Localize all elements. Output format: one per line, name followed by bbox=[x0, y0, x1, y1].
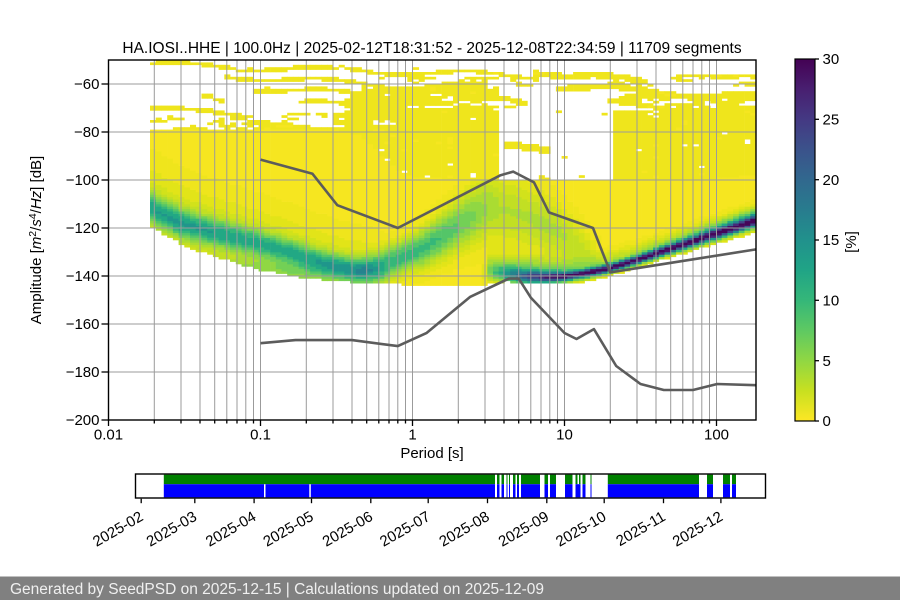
svg-text:1: 1 bbox=[408, 427, 416, 444]
svg-text:−200: −200 bbox=[66, 412, 100, 429]
svg-text:20: 20 bbox=[823, 172, 840, 189]
svg-text:100: 100 bbox=[704, 427, 729, 444]
svg-text:0.01: 0.01 bbox=[94, 427, 123, 444]
svg-text:Period [s]: Period [s] bbox=[400, 445, 463, 462]
svg-text:0: 0 bbox=[823, 413, 831, 430]
svg-text:−180: −180 bbox=[66, 364, 100, 381]
svg-text:−120: −120 bbox=[66, 220, 100, 237]
svg-text:15: 15 bbox=[823, 232, 840, 249]
svg-text:−100: −100 bbox=[66, 172, 100, 189]
svg-text:[%]: [%] bbox=[843, 231, 860, 253]
svg-text:−160: −160 bbox=[66, 316, 100, 333]
svg-text:−140: −140 bbox=[66, 268, 100, 285]
svg-text:10: 10 bbox=[556, 427, 573, 444]
svg-text:5: 5 bbox=[823, 353, 831, 370]
svg-text:Generated by SeedPSD on 2025-1: Generated by SeedPSD on 2025-12-15 | Cal… bbox=[10, 581, 544, 598]
svg-text:30: 30 bbox=[823, 51, 840, 68]
svg-text:−80: −80 bbox=[74, 124, 99, 141]
svg-text:−60: −60 bbox=[74, 76, 99, 93]
svg-text:10: 10 bbox=[823, 293, 840, 310]
svg-text:Amplitude [m2/s4/Hz] [dB]: Amplitude [m2/s4/Hz] [dB] bbox=[27, 156, 45, 324]
svg-text:HA.IOSI..HHE | 100.0Hz | 2025-: HA.IOSI..HHE | 100.0Hz | 2025-02-12T18:3… bbox=[122, 40, 741, 57]
svg-text:25: 25 bbox=[823, 112, 840, 129]
svg-text:0.1: 0.1 bbox=[250, 427, 271, 444]
